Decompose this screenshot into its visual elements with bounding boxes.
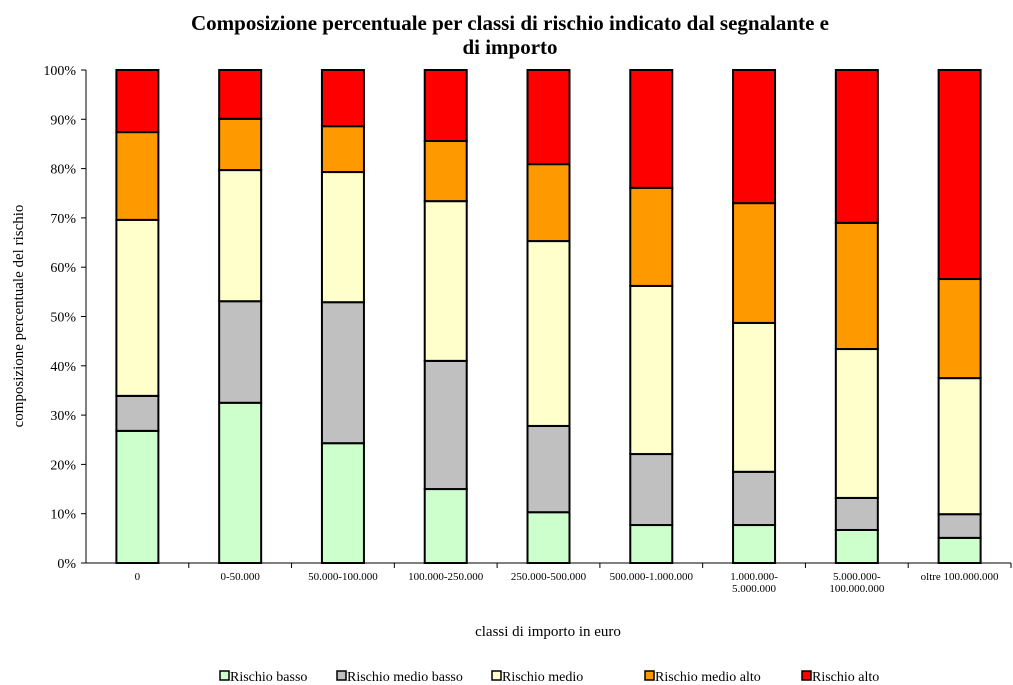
bar-segment [526, 163, 571, 243]
bar-segment [732, 321, 777, 473]
x-tick-label: 50.000-100.000 [308, 571, 378, 583]
bar-segment [937, 377, 982, 516]
bar-segment [834, 496, 879, 531]
bar-segment [320, 171, 365, 304]
y-tick-label: 60% [50, 261, 76, 276]
bar-segment [732, 524, 777, 564]
bar-segment [526, 511, 571, 565]
y-tick-label: 70% [50, 212, 76, 227]
bar-segment [218, 401, 263, 564]
bar-segment [526, 240, 571, 427]
x-axis-label: classi di importo in euro [475, 624, 621, 640]
bar-segment [115, 429, 160, 564]
x-tick-label: 100.000-250.000 [408, 571, 484, 583]
legend-swatch [491, 670, 502, 681]
x-tick-label: 0 [135, 571, 141, 583]
bar-segment [320, 442, 365, 564]
legend-swatch [644, 670, 655, 681]
bar-segment [937, 513, 982, 539]
bar-segment [218, 300, 263, 404]
bar-segment [732, 470, 777, 527]
bar-segment [834, 348, 879, 499]
bar-segment [423, 488, 468, 564]
bar-segment [115, 218, 160, 397]
x-tick-label: 5.000.000-100.000.000 [829, 571, 885, 595]
bar-segment [320, 125, 365, 174]
bar-segment [732, 202, 777, 324]
bar-segment [834, 221, 879, 351]
legend-label: Rischio medio alto [655, 670, 761, 685]
y-tick-label: 90% [50, 113, 76, 128]
bar-segment [834, 528, 879, 564]
y-tick-label: 40% [50, 360, 76, 375]
bar-segment [834, 69, 879, 224]
bar-segment [218, 169, 263, 303]
y-axis-label: composizione percentuale del rischio [11, 205, 27, 428]
x-tick-label: 1.000.000-5.000.000 [730, 571, 778, 595]
legend-swatch [219, 670, 230, 681]
y-tick-label: 10% [50, 508, 76, 523]
y-tick-label: 50% [50, 311, 76, 326]
legend-label: Rischio medio [502, 670, 583, 685]
bar-segment [732, 69, 777, 205]
x-tick-label: oltre 100.000.000 [921, 571, 999, 583]
bar-segment [423, 200, 468, 362]
x-tick-label: 250.000-500.000 [511, 571, 587, 583]
legend-label: Rischio medio basso [347, 670, 463, 685]
bar-segment [115, 131, 160, 221]
bar-segment [629, 524, 674, 564]
bar-segment [526, 424, 571, 514]
legend-swatch [801, 670, 812, 681]
bar-segment [423, 139, 468, 203]
bar-segment [629, 453, 674, 527]
bar-segment [937, 536, 982, 564]
bar-segment [115, 394, 160, 432]
bar-segment [629, 284, 674, 456]
bar-segment [526, 69, 571, 166]
y-tick-label: 80% [50, 163, 76, 178]
bar-segment [218, 117, 263, 172]
x-tick-label: 0-50.000 [220, 571, 260, 583]
legend-label: Rischio basso [230, 670, 307, 685]
bar-segment [629, 69, 674, 189]
chart-title: Composizione percentuale per classi di r… [191, 11, 829, 59]
bar-segment [629, 186, 674, 287]
bar-segment [423, 359, 468, 491]
bar-segment [423, 69, 468, 142]
legend-swatch [336, 670, 347, 681]
bar-segment [320, 69, 365, 128]
bar-segment [115, 69, 160, 134]
x-tick-label: 500.000-1.000.000 [610, 571, 694, 583]
y-tick-label: 0% [57, 557, 76, 572]
y-tick-label: 20% [50, 458, 76, 473]
bar-segment [218, 69, 263, 120]
legend-label: Rischio alto [812, 670, 879, 685]
y-tick-label: 100% [43, 64, 76, 79]
bar-segment [320, 301, 365, 445]
bar-segment [937, 278, 982, 380]
y-tick-label: 30% [50, 409, 76, 424]
bar-segment [937, 69, 982, 281]
